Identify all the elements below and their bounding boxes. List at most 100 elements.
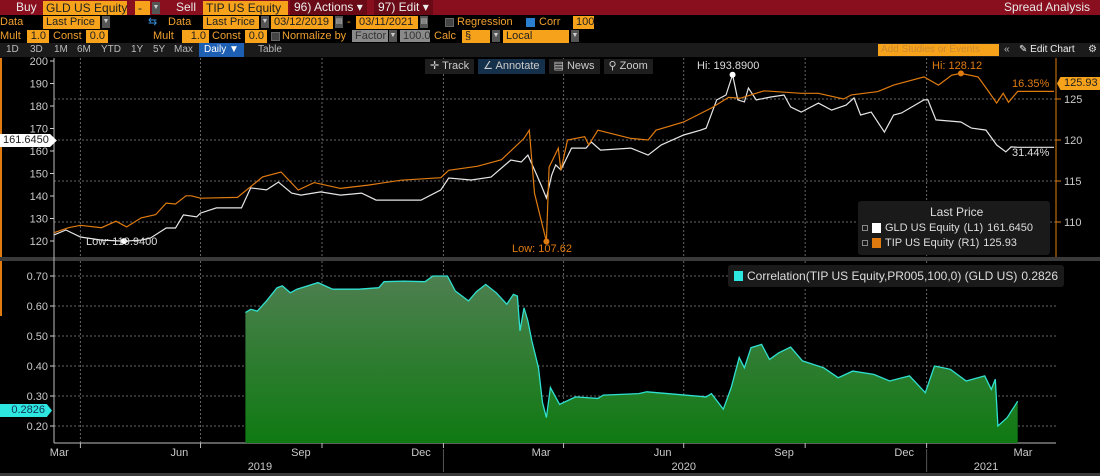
corr-axis-tick-label: 0.40 — [27, 361, 48, 373]
left-axis-tick-label: 120 — [30, 236, 48, 248]
const-input-2[interactable]: 0.0 — [245, 30, 267, 43]
tip-line — [53, 72, 1054, 242]
zoom-label: Zoom — [619, 60, 648, 72]
actions-menu-button[interactable]: 96) Actions ▾ — [290, 0, 367, 15]
end-date-input[interactable]: 03/11/2021 — [356, 16, 418, 29]
corr-legend-name: Correlation(TIP US Equity,PR005,100,0) (… — [747, 269, 1018, 283]
mult-input-1[interactable]: 1.0 — [27, 30, 49, 43]
factor-input[interactable]: 100.0 — [400, 30, 431, 42]
edit-chart-button[interactable]: ✎ Edit Chart — [1019, 44, 1075, 55]
corr-axis-tick-label: 0.30 — [27, 391, 48, 403]
annotate-label: Annotate — [495, 60, 540, 72]
sell-label: Sell — [176, 0, 197, 14]
corr-checkbox[interactable] — [526, 18, 535, 27]
gear-icon[interactable]: ⚙ — [1088, 44, 1097, 55]
sell-ticker-input[interactable]: TIP US Equity — [203, 1, 288, 15]
normalize-dropdown-icon[interactable]: ▼ — [389, 30, 397, 42]
page-title: Spread Analysis — [1003, 0, 1090, 14]
range-1m[interactable]: 1M — [54, 44, 68, 55]
correlation-legend[interactable]: Correlation(TIP US Equity,PR005,100,0) (… — [728, 265, 1065, 287]
mult-input-2[interactable]: 1.0 — [182, 30, 209, 43]
range-1d[interactable]: 1D — [6, 44, 19, 55]
operator-dropdown-icon[interactable]: ▼ — [152, 2, 160, 14]
zoom-tool-button[interactable]: ⚲ Zoom — [603, 59, 653, 74]
corr-legend-value: 0.2826 — [1021, 269, 1059, 283]
gld-low-marker — [120, 238, 127, 245]
normalize-label: Normalize by — [282, 30, 347, 42]
operator-select[interactable]: - — [135, 1, 150, 15]
legend-tip-name: TIP US Equity — [885, 237, 954, 249]
left-axis-tick-label: 180 — [30, 101, 48, 113]
tip-last-price-tag: 125.93 — [1057, 77, 1100, 90]
calc-select[interactable]: § — [462, 30, 490, 43]
regression-label: Regression — [457, 16, 513, 28]
legend-title: Last Price — [930, 205, 984, 219]
normalize-checkbox[interactable] — [271, 32, 280, 41]
start-calendar-icon[interactable]: ▤ — [335, 16, 343, 28]
data-field-1-select[interactable]: Last Price — [43, 16, 100, 29]
track-tool-button[interactable]: ✛ Track — [425, 59, 475, 74]
panel-divider[interactable] — [0, 257, 1100, 261]
annotate-tool-button[interactable]: ∠ Annotate — [478, 59, 545, 74]
expand-icon[interactable] — [862, 240, 868, 246]
price-legend: Last Price GLD US Equity (L1) 161.6450 T… — [858, 201, 1050, 255]
calc-dropdown-icon[interactable]: ▼ — [492, 30, 500, 42]
legend-item-gld[interactable]: GLD US Equity (L1) 161.6450 — [862, 222, 1033, 234]
data-field-2-select[interactable]: Last Price — [203, 16, 259, 29]
left-axis-tick-label: 160 — [30, 146, 48, 158]
x-axis-month-label: Sep — [291, 447, 311, 459]
legend-gld-value: 161.6450 — [987, 222, 1034, 234]
range-5y[interactable]: 5Y — [153, 44, 166, 55]
range-ytd[interactable]: YTD — [101, 44, 121, 55]
range-max[interactable]: Max — [174, 44, 193, 55]
range-6m[interactable]: 6M — [77, 44, 91, 55]
tip-low-marker — [543, 238, 550, 245]
magnifier-icon: ⚲ — [608, 60, 620, 72]
track-label: Track — [442, 60, 470, 72]
news-label: News — [566, 60, 595, 72]
const-label-2: Const — [212, 30, 241, 42]
chart-tools: ✛ Track ∠ Annotate ▤ News ⚲ Zoom — [425, 59, 653, 74]
price-lines — [53, 70, 1054, 245]
news-icon: ▤ — [553, 60, 567, 72]
const-input-1[interactable]: 0.0 — [86, 30, 108, 43]
data-field-1-dropdown-icon[interactable]: ▼ — [102, 16, 110, 28]
buy-ticker-input[interactable]: GLD US Equity — [43, 1, 127, 15]
currency-dropdown-icon[interactable]: ▼ — [571, 30, 579, 42]
data-field-2-dropdown-icon[interactable]: ▼ — [261, 16, 269, 28]
swap-icon[interactable]: ⇆ — [148, 16, 158, 28]
start-date-input[interactable]: 03/12/2019 — [271, 16, 333, 29]
gld-low-label: Low: 119.9400 — [86, 236, 158, 248]
frequency-select[interactable]: Daily ▼ — [199, 43, 244, 57]
end-calendar-icon[interactable]: ▤ — [420, 16, 428, 28]
corr-period-input[interactable]: 100 — [573, 16, 594, 29]
correlation-line — [245, 275, 1019, 428]
expand-icon[interactable] — [862, 225, 868, 231]
table-button[interactable]: Table — [258, 44, 282, 55]
currency-select[interactable]: Local — [503, 30, 569, 43]
x-axis-month-label: Mar — [50, 447, 69, 459]
range-3d[interactable]: 3D — [30, 44, 43, 55]
edit-menu-button[interactable]: 97) Edit ▾ — [374, 0, 433, 15]
date-separator: - — [347, 16, 351, 28]
corr-swatch — [734, 271, 743, 281]
x-axis-year-label: 2019 — [248, 461, 272, 473]
legend-item-tip[interactable]: TIP US Equity (R1) 125.93 — [862, 237, 1017, 249]
x-axis-month-label: Jun — [171, 447, 189, 459]
tip-high-marker — [957, 70, 964, 77]
mult-label-1: Mult — [0, 30, 21, 42]
add-studies-input[interactable]: Add Studies or Events — [878, 44, 999, 56]
normalize-select[interactable]: Factor — [352, 30, 388, 42]
buy-label: Buy — [16, 0, 37, 14]
tip-swatch — [872, 238, 881, 248]
gld-high-marker — [729, 71, 736, 78]
collapse-icon[interactable]: « — [1004, 44, 1010, 55]
left-axis-tick-label: 130 — [30, 214, 48, 226]
news-tool-button[interactable]: ▤ News — [548, 59, 600, 74]
range-1y[interactable]: 1Y — [131, 44, 144, 55]
regression-checkbox[interactable] — [445, 18, 454, 27]
x-axis-month-label: Dec — [894, 447, 914, 459]
crosshair-icon: ✛ — [430, 60, 443, 72]
x-axis-month-label: Mar — [532, 447, 551, 459]
